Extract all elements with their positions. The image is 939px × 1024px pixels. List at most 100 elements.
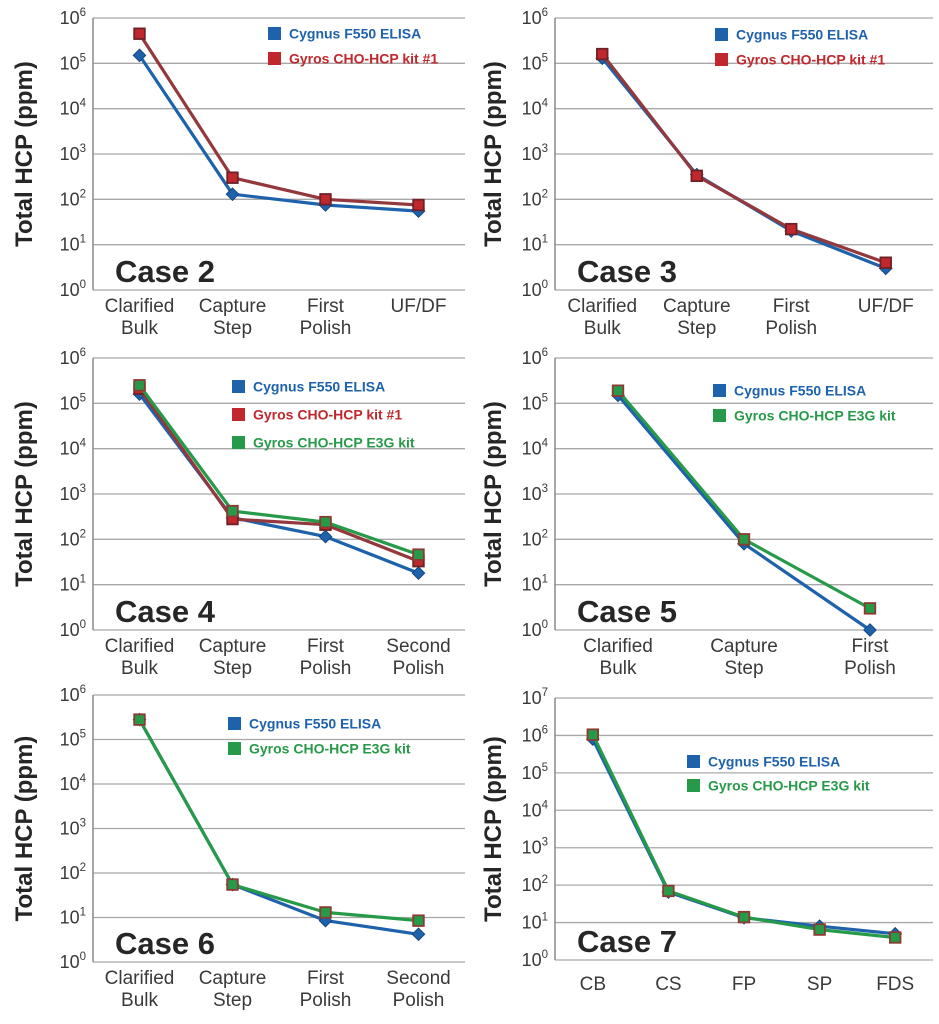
- chart-case-4: 100 101 102 103 104 105 106 Cygnus F550 ELISA Gy…: [11, 347, 465, 679]
- legend-label: Gyros CHO-HCP E3G kit: [734, 408, 896, 424]
- x-category-label: Clarified: [105, 636, 175, 657]
- x-category-label: Polish: [393, 990, 445, 1011]
- data-point-marker: [737, 533, 751, 546]
- y-tick-label: 105: [522, 762, 548, 783]
- data-point-marker: [813, 923, 826, 936]
- data-point-marker: [863, 602, 877, 615]
- legend-swatch: [713, 409, 726, 422]
- x-category-label: Polish: [300, 658, 352, 679]
- y-tick-label: 101: [522, 912, 548, 933]
- x-category-label: Clarified: [567, 296, 637, 317]
- legend-swatch: [268, 52, 281, 65]
- data-point-marker: [226, 171, 239, 184]
- y-tick-label: 107: [522, 687, 548, 708]
- x-category-label: Polish: [765, 318, 817, 339]
- x-category-label: Capture: [199, 636, 267, 657]
- legend-label: Gyros CHO-HCP kit #1: [736, 52, 885, 68]
- legend-swatch: [687, 755, 700, 768]
- x-category-label: First: [307, 636, 345, 657]
- data-point-marker: [133, 379, 146, 392]
- data-point-marker: [596, 47, 609, 61]
- legend-label: Cygnus F550 ELISA: [734, 383, 866, 399]
- x-category-label: SP: [807, 974, 832, 995]
- data-point-marker: [411, 927, 426, 942]
- y-tick-label: 103: [60, 818, 86, 839]
- data-point-marker: [412, 914, 425, 927]
- legend-swatch: [232, 436, 245, 449]
- data-point-marker: [319, 515, 332, 529]
- legend-swatch: [232, 408, 245, 421]
- data-point-marker: [662, 884, 675, 898]
- y-tick-label: 106: [60, 347, 86, 368]
- data-point-marker: [132, 48, 147, 63]
- legend-swatch: [232, 380, 245, 393]
- data-point-marker: [412, 548, 425, 561]
- data-point-marker: [133, 27, 146, 40]
- x-category-label: First: [852, 636, 890, 657]
- y-tick-label: 100: [522, 619, 548, 640]
- x-category-label: Capture: [710, 636, 778, 657]
- x-category-label: Capture: [199, 968, 267, 989]
- y-tick-label: 105: [60, 729, 86, 750]
- x-category-label: Clarified: [105, 968, 175, 989]
- x-category-label: Clarified: [583, 636, 653, 657]
- x-category-label: CS: [655, 974, 681, 995]
- y-tick-label: 104: [522, 799, 549, 820]
- data-point-marker: [888, 931, 902, 944]
- case-title: Case 5: [577, 594, 677, 629]
- y-tick-label: 104: [522, 98, 549, 119]
- y-axis-title: Total HCP (ppm): [480, 736, 507, 922]
- x-category-label: Step: [213, 318, 252, 339]
- y-tick-label: 104: [60, 773, 87, 794]
- case-title: Case 2: [115, 254, 215, 289]
- legend-swatch: [687, 779, 700, 792]
- y-tick-label: 103: [60, 483, 86, 504]
- chart-case-6: 100 101 102 103 104 105 106 Cygnus F550 ELISA Gy…: [11, 684, 465, 1011]
- data-point-marker: [225, 187, 240, 202]
- y-tick-label: 104: [522, 438, 549, 459]
- chart-case-7: 100 101 102 103 104 105 106 107 Cygnus F550 ELIS…: [480, 687, 933, 995]
- data-point-marker: [879, 256, 892, 269]
- x-category-label: Bulk: [600, 658, 637, 679]
- y-tick-label: 104: [60, 98, 87, 119]
- data-point-marker: [412, 198, 425, 212]
- legend-label: Gyros CHO-HCP kit #1: [289, 51, 438, 67]
- x-category-label: Second: [386, 636, 450, 657]
- y-axis-title: Total HCP (ppm): [11, 736, 38, 922]
- series-line: [600, 56, 888, 270]
- y-tick-label: 100: [60, 279, 86, 300]
- legend-label: Cygnus F550 ELISA: [289, 26, 421, 42]
- y-tick-label: 106: [522, 724, 548, 745]
- legend-swatch: [228, 742, 241, 755]
- y-tick-label: 106: [522, 347, 548, 368]
- chart-case-3: 100 101 102 103 104 105 106 Cygnus F550 ELISA Gy…: [480, 7, 933, 339]
- data-point-marker: [319, 193, 332, 206]
- x-category-label: Clarified: [105, 296, 175, 317]
- x-category-label: FDS: [876, 974, 914, 995]
- series-line: [137, 53, 421, 213]
- y-tick-label: 105: [522, 392, 548, 413]
- legend-swatch: [715, 28, 728, 41]
- y-tick-label: 103: [522, 143, 548, 164]
- x-category-label: Bulk: [584, 318, 621, 339]
- x-category-label: UF/DF: [391, 296, 447, 317]
- y-tick-label: 102: [60, 188, 86, 209]
- y-tick-label: 105: [522, 52, 548, 73]
- data-point-marker: [133, 713, 146, 726]
- data-point-marker: [611, 384, 625, 397]
- y-tick-label: 102: [522, 874, 548, 895]
- x-category-label: Step: [724, 658, 763, 679]
- y-tick-label: 101: [60, 907, 86, 928]
- legend-label: Cygnus F550 ELISA: [736, 27, 868, 43]
- x-category-label: CB: [580, 974, 606, 995]
- chart-case-5: 100 101 102 103 104 105 106 Cygnus F550 ELISA Gy…: [480, 347, 933, 679]
- y-tick-label: 102: [60, 528, 86, 549]
- x-category-label: Polish: [300, 990, 352, 1011]
- y-tick-label: 100: [60, 619, 86, 640]
- series-line: [137, 32, 421, 207]
- series-line: [600, 52, 888, 265]
- y-tick-label: 103: [60, 143, 86, 164]
- data-point-marker: [319, 906, 332, 919]
- legend-label: Gyros CHO-HCP E3G kit: [253, 435, 415, 451]
- x-category-label: Step: [213, 990, 252, 1011]
